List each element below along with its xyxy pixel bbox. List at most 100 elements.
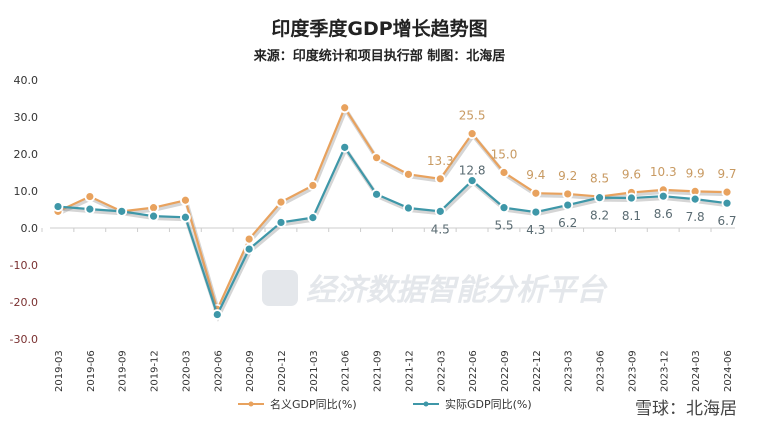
footer-credit: 雪球：北海居 bbox=[635, 399, 737, 419]
data-point bbox=[148, 210, 159, 222]
data-point bbox=[307, 212, 319, 224]
x-tick-label: 2022-03 bbox=[436, 350, 447, 392]
data-point bbox=[626, 192, 637, 204]
series-shadow bbox=[58, 105, 729, 318]
x-tick-label: 2020-09 bbox=[245, 350, 256, 392]
data-label: 9.6 bbox=[622, 167, 641, 181]
data-point bbox=[403, 202, 414, 214]
legend-marker bbox=[248, 401, 254, 407]
data-point bbox=[434, 205, 446, 217]
data-point bbox=[275, 217, 287, 228]
data-label: 25.5 bbox=[459, 109, 486, 123]
chart-subtitle: 来源：印度统计和项目执行部 制图：北海居 bbox=[253, 49, 506, 64]
data-point bbox=[530, 206, 542, 218]
x-tick-label: 2022-09 bbox=[500, 350, 511, 392]
data-point bbox=[243, 233, 255, 245]
x-tick-label: 2020-03 bbox=[181, 350, 192, 392]
data-label: 8.5 bbox=[590, 172, 609, 186]
y-tick-label: 40.0 bbox=[14, 74, 39, 87]
watermark-logo bbox=[262, 270, 298, 306]
data-label: 8.2 bbox=[590, 209, 609, 223]
x-tick-label: 2022-06 bbox=[468, 350, 479, 392]
x-tick-label: 2023-12 bbox=[659, 350, 670, 392]
data-point bbox=[498, 167, 510, 178]
data-point bbox=[721, 197, 733, 209]
x-tick-label: 2024-06 bbox=[723, 350, 734, 392]
data-point bbox=[84, 191, 96, 202]
x-tick-label: 2023-09 bbox=[627, 350, 638, 392]
data-point bbox=[339, 141, 351, 153]
series-shadow bbox=[58, 145, 729, 322]
data-point bbox=[180, 211, 191, 223]
x-tick-label: 2021-06 bbox=[341, 350, 352, 392]
data-label: 9.7 bbox=[717, 167, 736, 181]
data-point bbox=[562, 188, 574, 200]
data-label: 7.8 bbox=[686, 210, 705, 224]
x-tick-label: 2020-12 bbox=[277, 350, 288, 392]
x-tick-label: 2021-09 bbox=[373, 350, 384, 392]
data-label: 15.0 bbox=[491, 148, 518, 162]
chart-title: 印度季度GDP增长趋势图 bbox=[271, 18, 488, 40]
y-tick-label: -30.0 bbox=[10, 333, 38, 346]
x-tick-label: 2023-06 bbox=[596, 350, 607, 392]
x-tick-label: 2019-09 bbox=[118, 350, 129, 392]
x-tick-label: 2019-06 bbox=[86, 350, 97, 392]
x-tick-label: 2021-03 bbox=[309, 350, 320, 392]
data-label: 9.2 bbox=[558, 169, 577, 183]
x-tick-label: 2019-12 bbox=[150, 350, 161, 392]
data-point bbox=[307, 180, 319, 191]
data-label: 9.4 bbox=[526, 168, 545, 182]
data-point bbox=[689, 193, 701, 205]
data-point bbox=[721, 186, 733, 198]
data-label: 6.2 bbox=[558, 216, 577, 230]
x-tick-label: 2019-03 bbox=[54, 350, 65, 392]
data-label: 6.7 bbox=[717, 214, 736, 228]
data-label: 8.1 bbox=[622, 209, 641, 223]
data-point bbox=[403, 168, 414, 180]
data-point bbox=[211, 309, 223, 320]
data-label: 4.3 bbox=[526, 223, 545, 237]
data-point bbox=[466, 128, 478, 140]
data-point bbox=[562, 199, 574, 211]
data-point bbox=[466, 175, 478, 187]
data-point bbox=[594, 192, 605, 204]
data-point bbox=[275, 196, 287, 208]
legend-marker bbox=[423, 401, 429, 407]
series-line-nominal bbox=[57, 105, 728, 313]
x-tick-label: 2023-03 bbox=[564, 350, 575, 392]
data-label: 13.3 bbox=[427, 154, 454, 168]
data-label: 9.9 bbox=[686, 166, 705, 180]
data-point bbox=[339, 102, 351, 114]
y-tick-label: -20.0 bbox=[10, 296, 38, 309]
data-point bbox=[498, 202, 510, 214]
y-tick-label: -10.0 bbox=[10, 259, 38, 272]
y-tick-label: 0.0 bbox=[21, 222, 39, 235]
x-tick-label: 2021-12 bbox=[404, 350, 415, 392]
data-label: 5.5 bbox=[494, 219, 513, 233]
data-point bbox=[84, 203, 96, 215]
data-label: 4.5 bbox=[431, 222, 450, 236]
y-tick-label: 30.0 bbox=[14, 111, 39, 124]
legend-label: 实际GDP同比(%) bbox=[445, 397, 532, 411]
data-point bbox=[52, 201, 64, 212]
data-point bbox=[371, 188, 382, 200]
data-label: 8.6 bbox=[654, 207, 673, 221]
data-point bbox=[116, 205, 128, 217]
y-tick-label: 20.0 bbox=[14, 148, 39, 161]
data-point bbox=[434, 173, 446, 185]
data-point bbox=[180, 194, 191, 206]
data-point bbox=[530, 187, 542, 199]
series-line-real bbox=[57, 145, 728, 318]
data-label: 10.3 bbox=[650, 165, 677, 179]
data-point bbox=[371, 152, 382, 164]
data-point bbox=[243, 243, 255, 255]
x-tick-label: 2024-03 bbox=[691, 350, 702, 392]
legend-label: 名义GDP同比(%) bbox=[270, 397, 357, 411]
x-tick-label: 2022-12 bbox=[532, 350, 543, 392]
watermark: 经济数据智能分析平台 bbox=[306, 273, 608, 308]
data-label: 12.8 bbox=[459, 164, 486, 178]
x-tick-label: 2020-06 bbox=[213, 350, 224, 392]
y-tick-label: 10.0 bbox=[14, 185, 39, 198]
data-point bbox=[657, 190, 669, 202]
